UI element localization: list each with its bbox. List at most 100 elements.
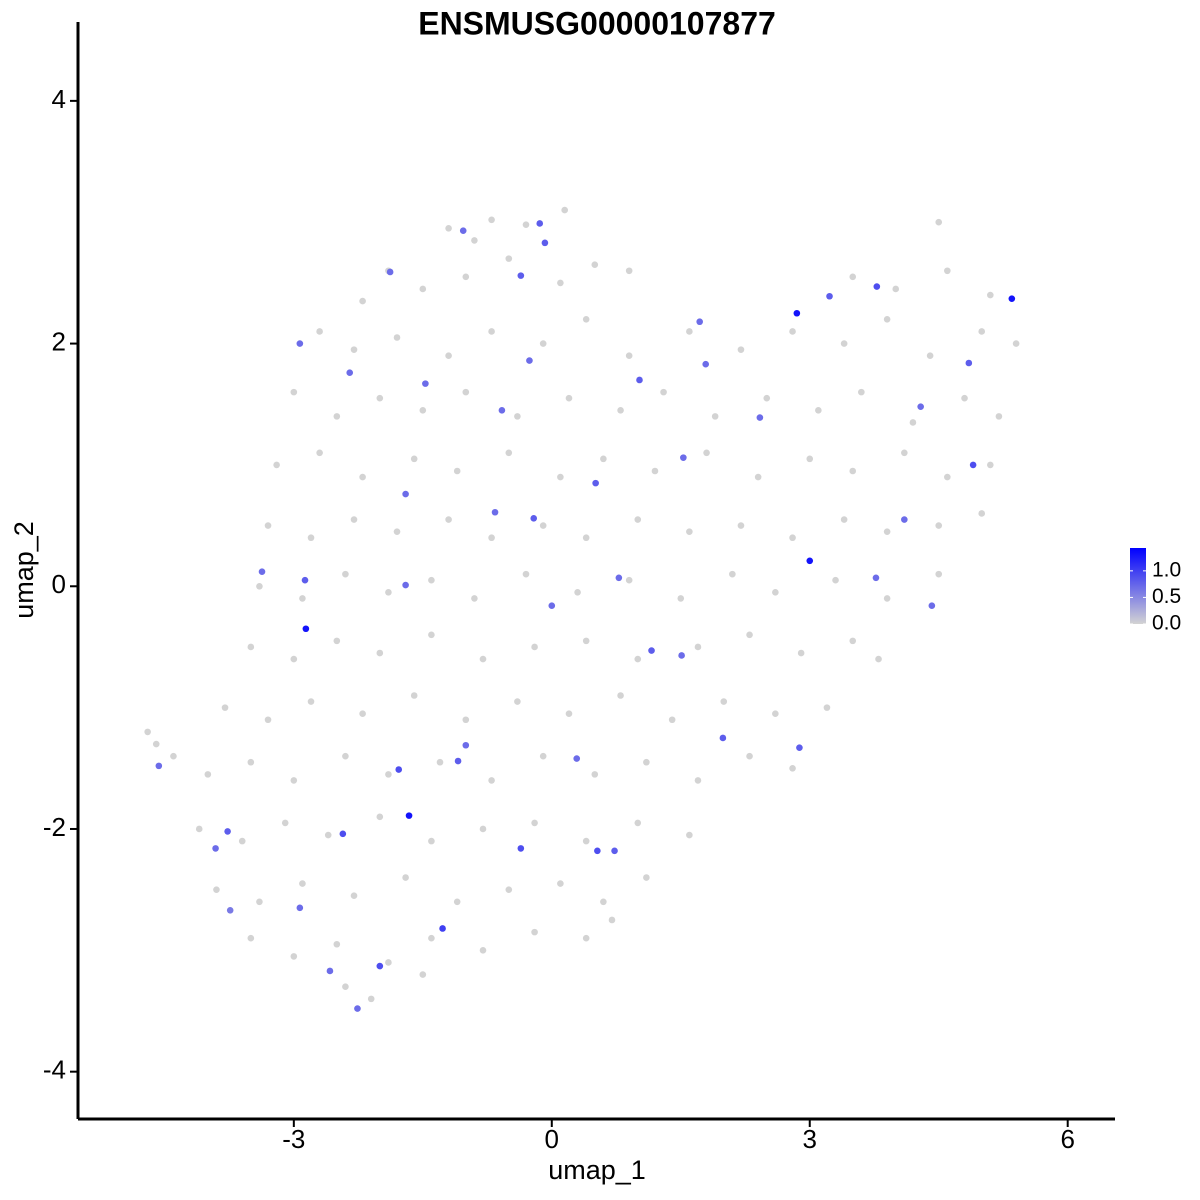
point xyxy=(354,1005,361,1012)
y-tick-label: 0 xyxy=(52,569,66,599)
point xyxy=(625,576,633,584)
x-axis-label: umap_1 xyxy=(548,1155,646,1185)
point xyxy=(600,455,607,463)
point xyxy=(359,710,366,717)
point xyxy=(419,285,427,293)
point xyxy=(428,576,435,584)
point xyxy=(677,595,685,602)
point xyxy=(917,403,924,410)
point xyxy=(346,369,354,377)
point xyxy=(793,309,801,317)
point xyxy=(212,845,219,852)
point xyxy=(686,328,693,335)
point xyxy=(539,340,547,347)
point xyxy=(296,340,304,347)
point xyxy=(402,490,409,498)
point xyxy=(961,394,968,402)
point xyxy=(385,589,392,596)
point xyxy=(823,704,831,711)
point xyxy=(987,461,994,469)
colorbar-tick-label: 0.5 xyxy=(1152,585,1181,608)
point xyxy=(987,291,994,299)
point xyxy=(386,268,394,276)
point xyxy=(875,655,882,663)
colorbar-tick-label: 0.0 xyxy=(1152,612,1181,635)
point xyxy=(561,206,568,214)
point xyxy=(498,407,506,414)
point xyxy=(815,407,822,414)
point xyxy=(926,352,934,360)
point xyxy=(290,388,298,396)
point xyxy=(290,953,298,960)
point xyxy=(301,576,309,584)
point xyxy=(901,516,908,523)
point xyxy=(350,516,358,523)
point xyxy=(376,813,384,821)
point xyxy=(729,570,736,578)
point xyxy=(737,346,745,353)
point xyxy=(648,647,655,654)
point xyxy=(531,819,538,827)
point xyxy=(668,716,676,724)
point xyxy=(213,886,220,893)
point xyxy=(410,455,418,463)
point xyxy=(376,649,384,657)
point xyxy=(615,574,623,582)
x-tick-label: -3 xyxy=(282,1124,305,1154)
point xyxy=(152,740,160,748)
point xyxy=(522,221,530,228)
point xyxy=(402,581,409,589)
point xyxy=(711,413,719,420)
point xyxy=(1008,295,1016,302)
point xyxy=(696,318,703,326)
point xyxy=(462,716,470,724)
point xyxy=(299,595,306,602)
point xyxy=(591,771,599,778)
point xyxy=(995,413,1003,420)
point xyxy=(454,757,462,765)
point xyxy=(350,346,358,353)
point xyxy=(419,971,427,978)
point xyxy=(410,692,418,699)
point xyxy=(526,357,533,364)
point xyxy=(531,928,538,936)
point xyxy=(840,516,848,523)
point xyxy=(754,473,762,481)
point xyxy=(281,819,289,827)
point xyxy=(367,995,375,1003)
colorbar xyxy=(1130,548,1146,624)
point xyxy=(333,413,341,420)
point xyxy=(530,515,538,522)
point xyxy=(505,255,513,262)
point xyxy=(204,771,212,778)
point xyxy=(376,962,384,970)
point xyxy=(258,568,266,576)
point xyxy=(247,758,255,766)
point xyxy=(582,534,590,542)
x-tick-label: 0 xyxy=(545,1124,559,1154)
point xyxy=(453,467,461,475)
point xyxy=(965,359,973,367)
point xyxy=(428,934,435,942)
point xyxy=(719,734,727,742)
point xyxy=(541,239,549,247)
point xyxy=(539,752,547,760)
point xyxy=(462,741,470,749)
point xyxy=(517,845,525,852)
point xyxy=(772,589,779,596)
point xyxy=(548,602,556,609)
point xyxy=(883,316,891,323)
point xyxy=(789,328,796,335)
point xyxy=(359,473,366,481)
point xyxy=(772,710,779,717)
point xyxy=(419,407,427,414)
point xyxy=(720,698,728,705)
point xyxy=(531,643,538,651)
point xyxy=(505,449,513,457)
point xyxy=(746,752,753,760)
point xyxy=(350,892,358,900)
point xyxy=(686,528,693,535)
point xyxy=(488,328,495,335)
point xyxy=(826,292,833,300)
